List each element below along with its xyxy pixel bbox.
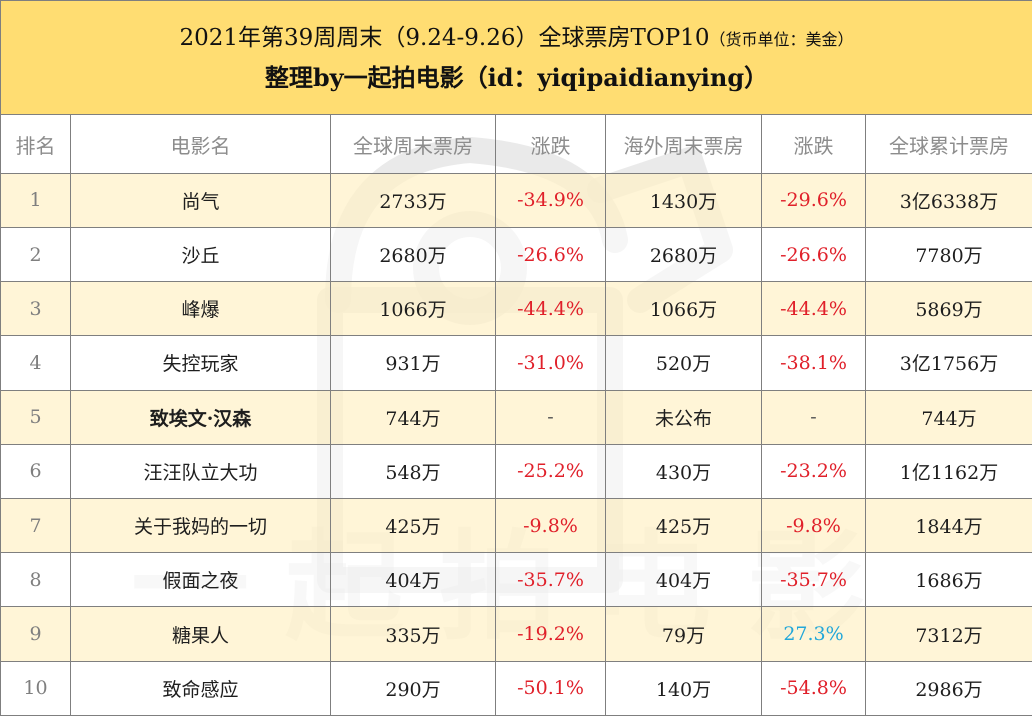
rank-cell: 8 [0,552,71,608]
title-line-1: 2021年第39周周末（9.24-9.26）全球票房TOP10（货币单位：美金） [2,19,1032,59]
global-change-cell: -9.8% [495,498,606,554]
overseas-weekend-cell: 1430万 [605,172,762,228]
header-rank: 排名 [0,114,71,174]
title-row: 2021年第39周周末（9.24-9.26）全球票房TOP10（货币单位：美金）… [0,0,1032,116]
global-weekend-cell: 404万 [330,552,496,608]
cumulative-cell: 2986万 [865,660,1032,716]
movie-name-cell: 致埃文·汉森 [70,389,331,445]
overseas-weekend-cell: 79万 [605,606,762,662]
rank-cell: 9 [0,606,71,662]
table-row: 1 尚气 2733万 -34.9% 1430万 -29.6% 3亿6338万 [0,172,1032,228]
global-weekend-cell: 744万 [330,389,496,445]
global-change-cell: -50.1% [495,660,606,716]
header-overseas-change: 涨跌 [761,114,866,174]
cumulative-cell: 1844万 [865,498,1032,554]
movie-name-cell: 沙丘 [70,226,331,283]
table-row: 10 致命感应 290万 -50.1% 140万 -54.8% 2986万 [0,660,1032,716]
title-line-2: 整理by一起拍电影（id：yiqipaidianying） [264,62,769,92]
movie-name-cell: 失控玩家 [70,335,331,391]
global-weekend-cell: 425万 [330,498,496,554]
overseas-weekend-cell: 未公布 [605,389,762,445]
movie-name-cell: 尚气 [70,172,331,228]
table-row: 5 致埃文·汉森 744万 - 未公布 - 744万 [0,389,1032,445]
global-weekend-cell: 290万 [330,660,496,716]
table-row: 6 汪汪队立大功 548万 -25.2% 430万 -23.2% 1亿1162万 [0,443,1032,500]
global-weekend-cell: 931万 [330,335,496,391]
cumulative-cell: 744万 [865,389,1032,445]
table-row: 7 关于我妈的一切 425万 -9.8% 425万 -9.8% 1844万 [0,498,1032,554]
cumulative-cell: 1686万 [865,552,1032,608]
rank-cell: 10 [0,660,71,716]
table-row: 9 糖果人 335万 -19.2% 79万 27.3% 7312万 [0,606,1032,662]
table-title: 2021年第39周周末（9.24-9.26）全球票房TOP10（货币单位：美金）… [0,0,1032,116]
global-change-cell: -25.2% [495,443,606,500]
global-weekend-cell: 2733万 [330,172,496,228]
cumulative-cell: 7780万 [865,226,1032,283]
overseas-change-cell: -29.6% [761,172,866,228]
overseas-change-cell: -44.4% [761,281,866,337]
overseas-change-cell: -38.1% [761,335,866,391]
global-weekend-cell: 1066万 [330,281,496,337]
overseas-weekend-cell: 430万 [605,443,762,500]
rank-cell: 6 [0,443,71,500]
global-change-cell: -44.4% [495,281,606,337]
overseas-weekend-cell: 520万 [605,335,762,391]
header-row: 排名 电影名 全球周末票房 涨跌 海外周末票房 涨跌 全球累计票房 [0,114,1032,174]
overseas-change-cell: -9.8% [761,498,866,554]
rank-cell: 1 [0,172,71,228]
rank-cell: 3 [0,281,71,337]
currency-note: （货币单位：美金） [709,29,854,49]
movie-name-cell: 糖果人 [70,606,331,662]
global-change-cell: -26.6% [495,226,606,283]
global-weekend-cell: 548万 [330,443,496,500]
cumulative-cell: 1亿1162万 [865,443,1032,500]
overseas-change-cell: -26.6% [761,226,866,283]
global-weekend-cell: 2680万 [330,226,496,283]
overseas-change-cell: -23.2% [761,443,866,500]
rank-cell: 2 [0,226,71,283]
rank-cell: 7 [0,498,71,554]
overseas-weekend-cell: 1066万 [605,281,762,337]
overseas-change-cell: 27.3% [761,606,866,662]
header-global-weekend: 全球周末票房 [330,114,496,174]
table-row: 4 失控玩家 931万 -31.0% 520万 -38.1% 3亿1756万 [0,335,1032,391]
cumulative-cell: 5869万 [865,281,1032,337]
movie-name-cell: 关于我妈的一切 [70,498,331,554]
header-movie-name: 电影名 [70,114,331,174]
cumulative-cell: 7312万 [865,606,1032,662]
overseas-weekend-cell: 404万 [605,552,762,608]
movie-name-cell: 假面之夜 [70,552,331,608]
overseas-weekend-cell: 425万 [605,498,762,554]
overseas-change-cell: - [761,389,866,445]
rank-cell: 5 [0,389,71,445]
overseas-weekend-cell: 2680万 [605,226,762,283]
global-change-cell: - [495,389,606,445]
overseas-change-cell: -54.8% [761,660,866,716]
header-global-change: 涨跌 [495,114,606,174]
global-change-cell: -35.7% [495,552,606,608]
global-change-cell: -34.9% [495,172,606,228]
header-cumulative: 全球累计票房 [865,114,1032,174]
movie-name-cell: 汪汪队立大功 [70,443,331,500]
cumulative-cell: 3亿6338万 [865,172,1032,228]
overseas-weekend-cell: 140万 [605,660,762,716]
title-main: 2021年第39周周末（9.24-9.26）全球票房TOP10 [179,24,710,51]
header-overseas-weekend: 海外周末票房 [605,114,762,174]
movie-name-cell: 致命感应 [70,660,331,716]
table-row: 2 沙丘 2680万 -26.6% 2680万 -26.6% 7780万 [0,226,1032,283]
global-change-cell: -31.0% [495,335,606,391]
rank-cell: 4 [0,335,71,391]
overseas-change-cell: -35.7% [761,552,866,608]
table-row: 3 峰爆 1066万 -44.4% 1066万 -44.4% 5869万 [0,281,1032,337]
cumulative-cell: 3亿1756万 [865,335,1032,391]
global-change-cell: -19.2% [495,606,606,662]
global-weekend-cell: 335万 [330,606,496,662]
movie-name-cell: 峰爆 [70,281,331,337]
table-row: 8 假面之夜 404万 -35.7% 404万 -35.7% 1686万 [0,552,1032,608]
